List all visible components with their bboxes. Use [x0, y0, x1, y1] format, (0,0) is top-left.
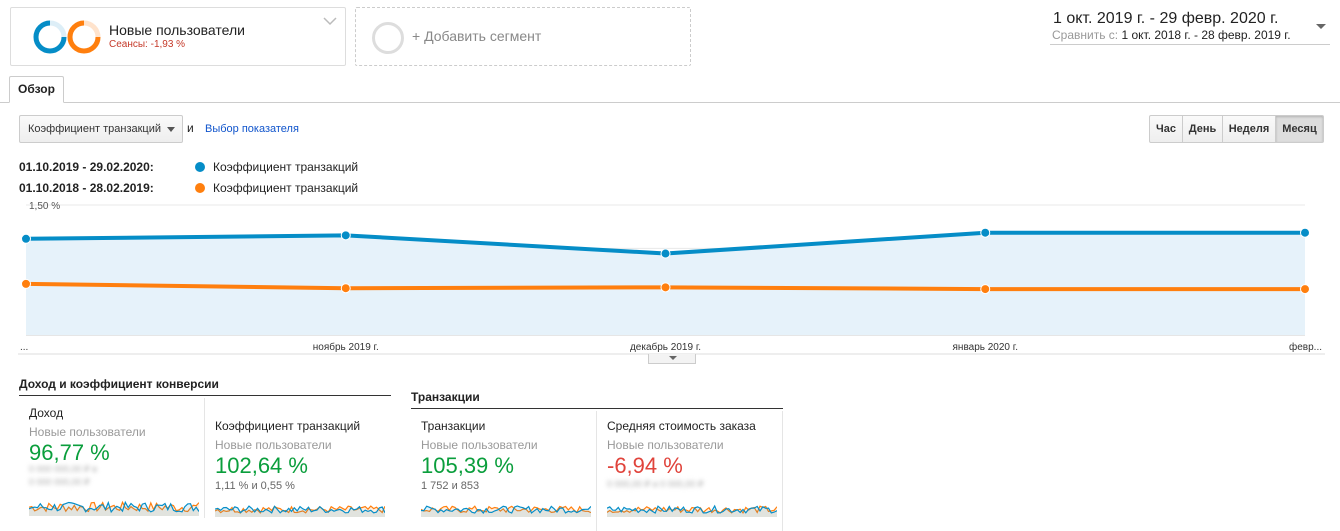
sparkline-line	[29, 500, 199, 514]
sparkline-area	[421, 506, 591, 517]
tab-bar-divider	[0, 102, 1340, 103]
segment-title: Новые пользователи	[109, 22, 245, 38]
legend-dot-previous	[195, 183, 205, 193]
metric-select-value: Коэффициент транзакций	[28, 123, 162, 135]
pick-metric-link[interactable]: Выбор показателя	[205, 123, 299, 135]
sparkline	[607, 504, 777, 517]
add-segment-label: + Добавить сегмент	[412, 28, 542, 44]
legend-dot-current	[195, 162, 205, 172]
scorecard-detail: 1 752 и 853	[421, 480, 480, 492]
data-point	[660, 282, 671, 293]
scorecard-value: -6,94 %	[607, 453, 683, 478]
scorecard-segment: Новые пользователи	[607, 438, 724, 452]
x-tick-label: февр...	[1289, 341, 1322, 353]
sparkline-line	[421, 505, 591, 514]
blurred-value-1: 0 000 000,00 ₽ в	[29, 464, 98, 474]
legend-name-previous: Коэффициент транзакций	[213, 181, 359, 195]
segment-subtitle: Сеансы: -1,93 %	[109, 39, 186, 50]
compare-prefix: Сравнить с:	[1052, 28, 1119, 42]
scorecard-segment: Новые пользователи	[421, 438, 538, 452]
scorecard-name: Транзакции	[421, 419, 486, 433]
data-point	[21, 233, 31, 244]
legend-name-current: Коэффициент транзакций	[213, 160, 359, 174]
date-range-compare: Сравнить с: 1 окт. 2018 г. - 28 февр. 20…	[1052, 28, 1291, 42]
transactions-section-title: Транзакции	[411, 390, 783, 409]
add-segment-circle-icon	[372, 22, 404, 54]
sparkline-line	[215, 505, 385, 514]
sparkline	[29, 500, 199, 516]
chevron-down-icon[interactable]	[323, 16, 337, 26]
data-point	[1300, 227, 1310, 238]
data-point	[340, 230, 351, 241]
line-chart: 1,50 %1,00 %0,50 %...ноябрь 2019 г.декаб…	[18, 201, 1325, 355]
sparkline-line	[607, 504, 777, 514]
data-point	[660, 248, 671, 259]
legend-range-current: 01.10.2019 - 29.02.2020:	[19, 160, 154, 174]
segment-card[interactable]: Новые пользователи Сеансы: -1,93 %	[10, 7, 346, 66]
scorecard-detail: 1,11 % и 0,55 %	[215, 480, 295, 492]
granularity-hour-button[interactable]: Час	[1149, 115, 1183, 143]
legend-range-previous: 01.10.2018 - 28.02.2019:	[19, 181, 154, 195]
blurred-value-2: 0 000 000,00 ₽	[29, 477, 90, 487]
scorecard-name: Коэффициент транзакций	[215, 419, 361, 433]
date-range-picker[interactable]: 1 окт. 2019 г. - 29 февр. 2020 г. Сравни…	[1050, 10, 1330, 45]
scorecard-value: 102,64 %	[215, 453, 308, 478]
granularity-day-button[interactable]: День	[1182, 115, 1223, 143]
blurred-value-1: 0 000,00 ₽ и 0 000,00 ₽	[607, 479, 704, 489]
granularity-month-button[interactable]: Месяц	[1275, 115, 1324, 143]
and-label: и	[187, 121, 194, 135]
tab-overview[interactable]: Обзор	[9, 76, 64, 103]
sparkline	[421, 505, 591, 517]
sparkline-area	[421, 506, 591, 517]
metric-select[interactable]: Коэффициент транзакций	[19, 115, 183, 143]
scorecard-avg-order[interactable]: Средняя стоимость заказа Новые пользоват…	[597, 411, 783, 531]
scorecard-conversion[interactable]: Коэффициент транзакций Новые пользовател…	[205, 411, 391, 531]
data-point	[21, 278, 31, 289]
date-range-main: 1 окт. 2019 г. - 29 февр. 2020 г.	[1053, 10, 1279, 27]
scorecard-value: 96,77 %	[29, 440, 110, 465]
chart-collapse-handle[interactable]	[648, 354, 696, 364]
scorecard-value: 105,39 %	[421, 453, 514, 478]
scorecard-segment: Новые пользователи	[215, 438, 332, 452]
x-tick-label: январь 2020 г.	[953, 342, 1018, 353]
add-segment-button[interactable]: + Добавить сегмент	[355, 7, 691, 66]
data-point	[980, 284, 991, 295]
granularity-week-button[interactable]: Неделя	[1222, 115, 1276, 143]
data-point	[340, 283, 351, 294]
compare-value: 1 окт. 2018 г. - 28 февр. 2019 г.	[1121, 28, 1291, 42]
y-tick-label: 1,50 %	[29, 201, 60, 212]
data-point	[980, 227, 991, 238]
caret-down-icon	[167, 127, 175, 132]
x-tick-label: ...	[20, 342, 28, 353]
segment-rings-icon	[33, 20, 101, 54]
x-tick-label: декабрь 2019 г.	[630, 341, 701, 353]
scorecard-segment: Новые пользователи	[29, 425, 146, 439]
scorecard-revenue[interactable]: Доход Новые пользователи 96,77 % 0 000 0…	[19, 398, 205, 518]
scorecard-transactions[interactable]: Транзакции Новые пользователи 105,39 % 1…	[411, 411, 597, 531]
scorecard-name: Средняя стоимость заказа	[607, 419, 756, 433]
date-range-caret-icon	[1316, 24, 1326, 29]
sparkline	[215, 505, 385, 517]
scorecard-name: Доход	[29, 406, 64, 420]
revenue-section-title: Доход и коэффициент конверсии	[19, 377, 391, 396]
x-tick-label: ноябрь 2019 г.	[313, 341, 379, 353]
sparkline-area	[607, 506, 777, 517]
data-point	[1300, 284, 1310, 295]
